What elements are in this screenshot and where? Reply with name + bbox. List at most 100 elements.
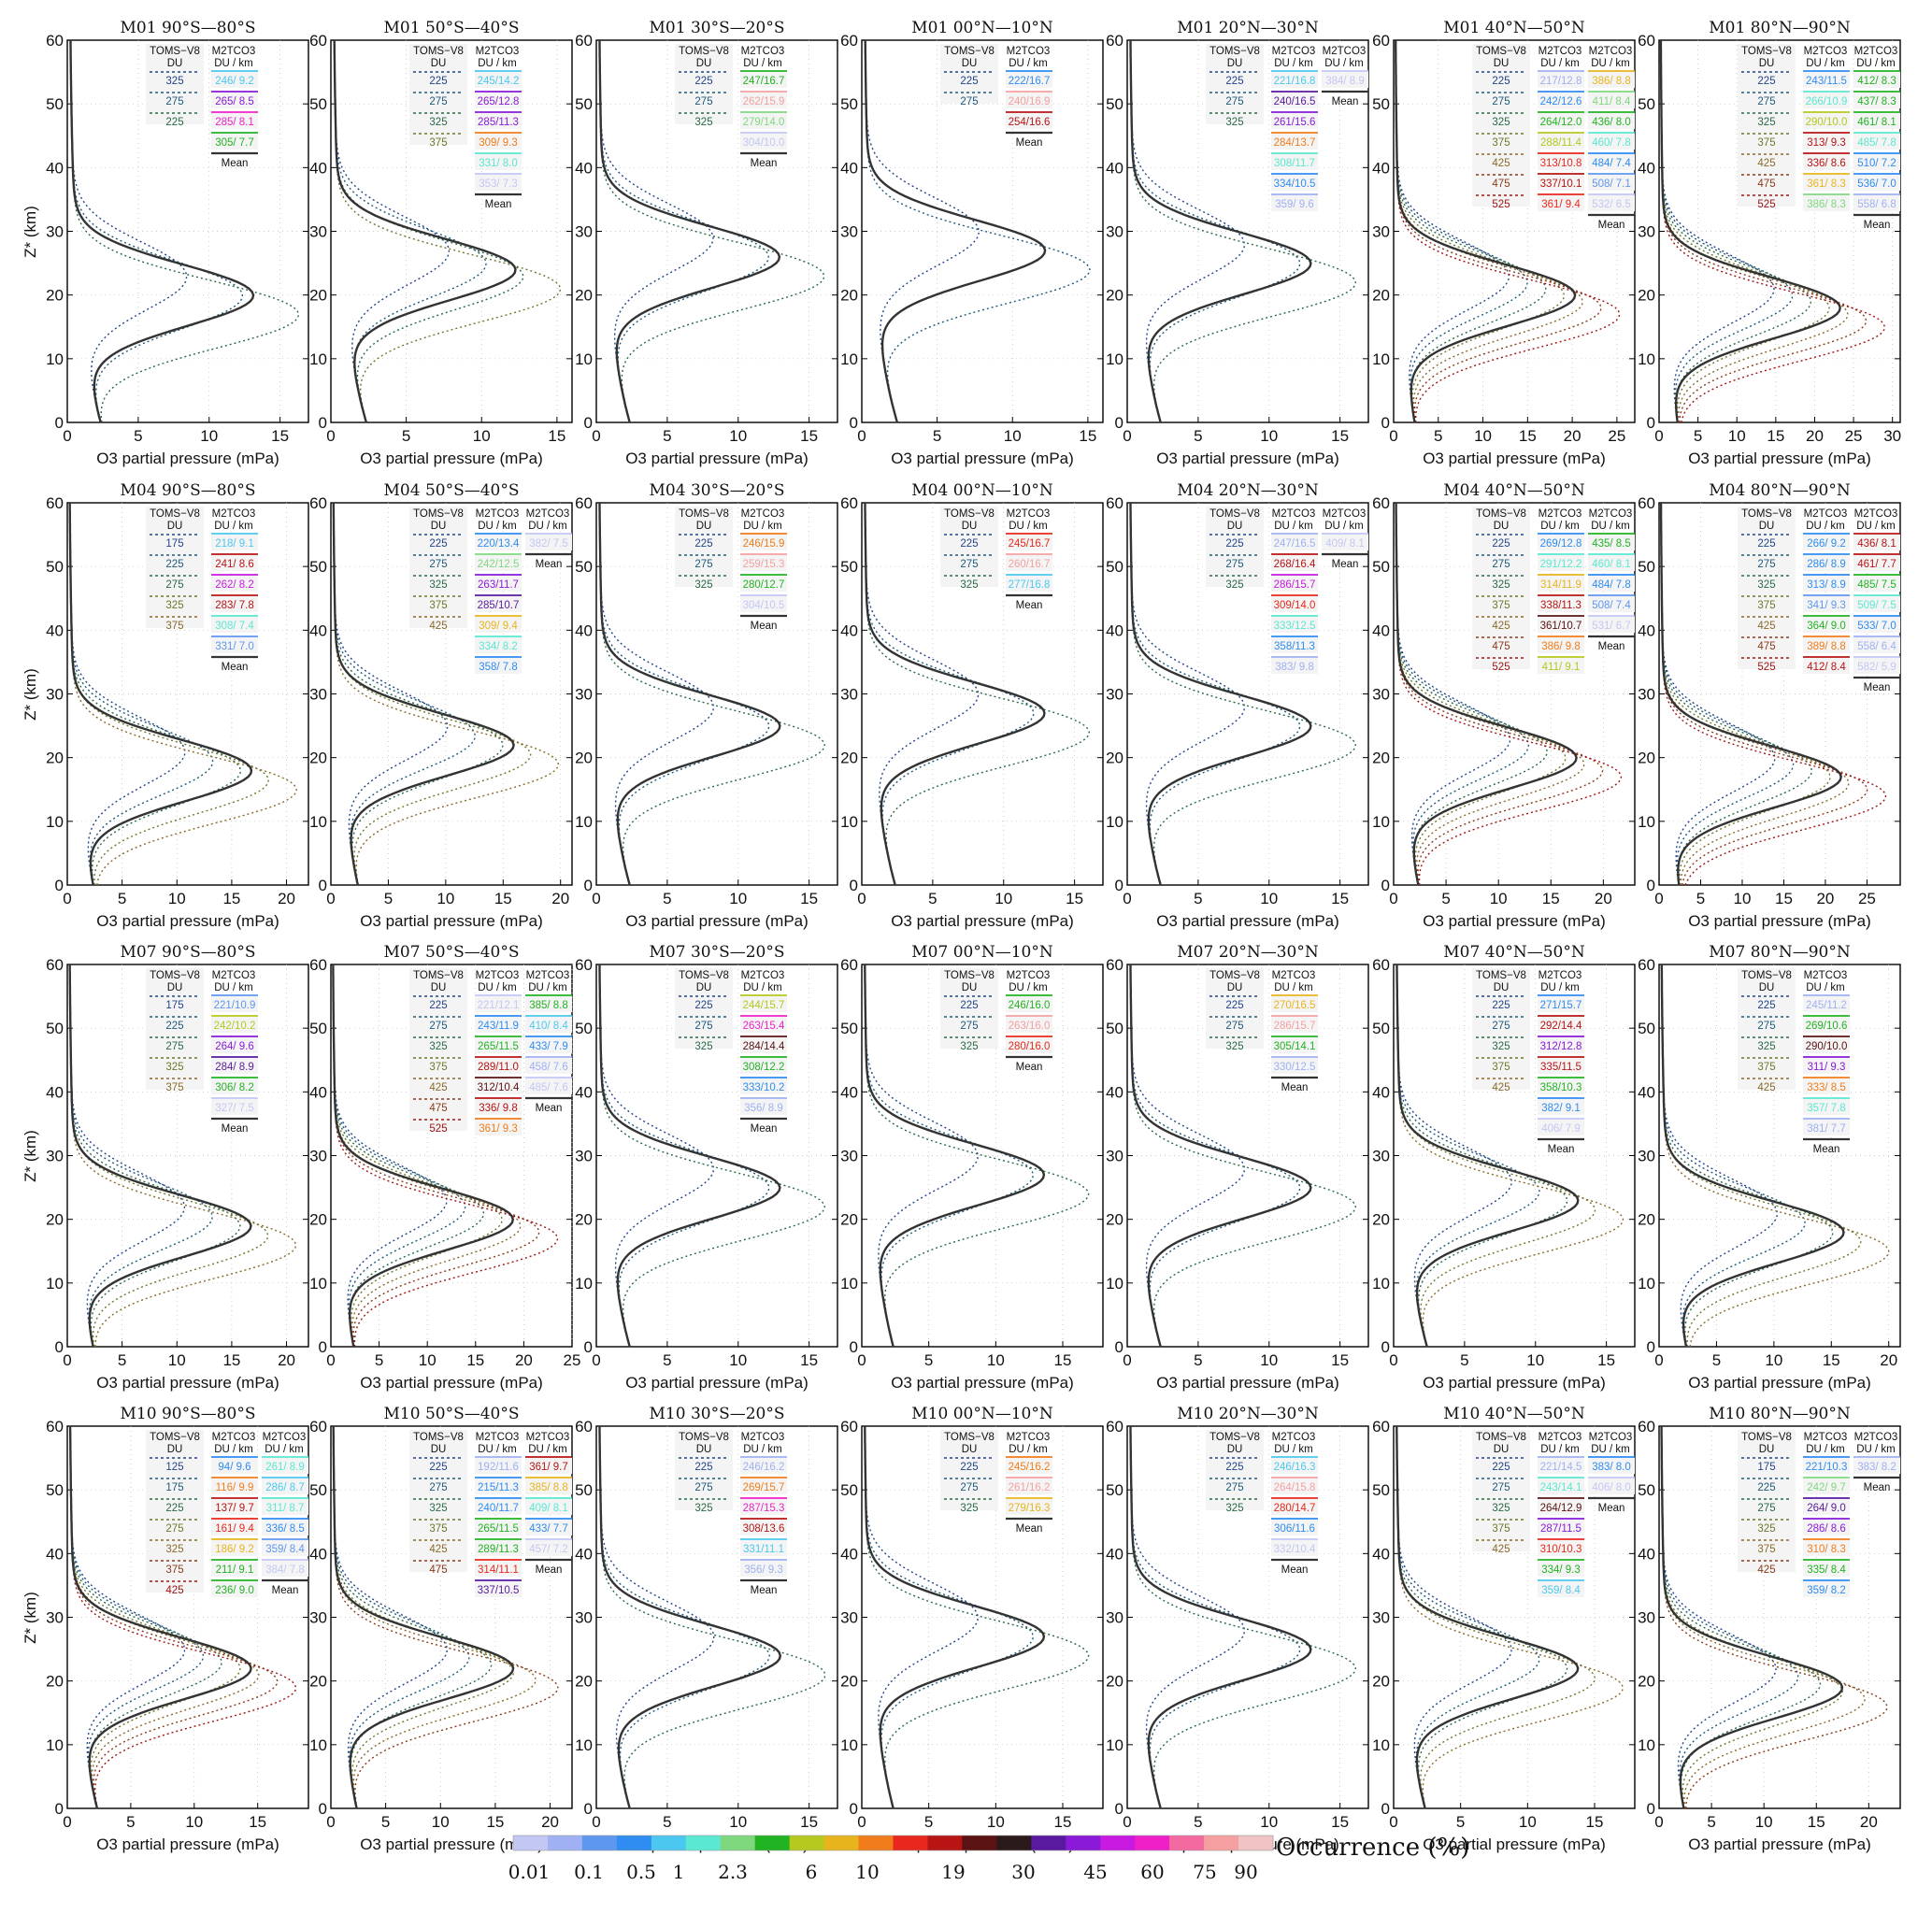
legend-m2-value: 277/16.8 bbox=[1009, 579, 1051, 591]
legend-m2-value: 308/11.7 bbox=[1274, 158, 1315, 169]
panel-title: M04 50°S—40°S bbox=[384, 481, 520, 500]
legend-toms-title: TOMS−V8 bbox=[1476, 970, 1526, 981]
panel-m04-6: 0 10 20 30 40 50 60 0 5 10 15 20 O3 partial pressure… bbox=[1372, 481, 1636, 930]
x-tick-label: 15 bbox=[1054, 1813, 1072, 1831]
legend-m2-bg bbox=[475, 576, 522, 592]
x-tick-label: 0 bbox=[857, 890, 866, 907]
x-tick-label: 10 bbox=[1755, 1813, 1773, 1831]
legend-m2-bg bbox=[1588, 617, 1635, 633]
legend-toms-value: 525 bbox=[1757, 662, 1775, 673]
y-tick-label: 40 bbox=[840, 1545, 858, 1563]
panel-m04-4: 0 10 20 30 40 50 60 0 5 10 15 O3 partial pressure (… bbox=[840, 481, 1104, 930]
legend-m2-bg bbox=[475, 1058, 522, 1074]
y-tick-label: 0 bbox=[1115, 414, 1123, 432]
legend-m2-value: 331/11.1 bbox=[743, 1544, 784, 1555]
x-tick-label: 5 bbox=[384, 890, 393, 907]
x-tick-label: 5 bbox=[663, 890, 671, 907]
y-tick-label: 0 bbox=[55, 414, 64, 432]
legend-m2-value: 261/16.2 bbox=[1009, 1482, 1051, 1493]
y-tick-label: 30 bbox=[1372, 686, 1390, 704]
legend-toms-unit: DU bbox=[1759, 982, 1775, 993]
legend-toms-value: 325 bbox=[165, 76, 183, 87]
legend-mean-label: Mean bbox=[1864, 682, 1891, 693]
x-tick-label: 5 bbox=[381, 1813, 390, 1831]
legend-toms-value: 275 bbox=[694, 559, 712, 570]
colorbar-segment bbox=[1169, 1835, 1205, 1850]
legend-m2-unit: DU / km bbox=[1274, 982, 1313, 993]
legend-m2-value: 284/13.7 bbox=[1274, 137, 1316, 149]
y-tick-label: 50 bbox=[1638, 1020, 1655, 1037]
legend-m2-value: 287/11.5 bbox=[1540, 1523, 1581, 1535]
legend-m2-value: 269/12.8 bbox=[1540, 538, 1582, 550]
toms-curve bbox=[333, 503, 449, 886]
legend-toms-value: 275 bbox=[429, 96, 447, 107]
legend-toms-value: 375 bbox=[429, 600, 447, 611]
colorbar-tick-label: 75 bbox=[1193, 1861, 1216, 1883]
panel-m07-1: 0 10 20 30 40 50 60 0 5 10 15 20 O3 partial pressure… bbox=[21, 943, 309, 1392]
legend-m2-value: 264/15.8 bbox=[1274, 1482, 1316, 1493]
legend-m2-bg bbox=[525, 1520, 572, 1535]
toms-curve bbox=[69, 40, 188, 423]
mean-curve bbox=[1395, 964, 1580, 1348]
x-axis-label: O3 partial pressure (mPa) bbox=[1156, 450, 1339, 467]
toms-curve bbox=[1661, 964, 1806, 1348]
x-axis-label: O3 partial pressure (mPa) bbox=[1423, 450, 1606, 467]
x-tick-label: 5 bbox=[1712, 1351, 1721, 1369]
legend-m2-bg bbox=[475, 596, 522, 612]
x-tick-label: 10 bbox=[1526, 1351, 1544, 1369]
legend-toms-value: 275 bbox=[429, 1482, 447, 1493]
mean-curve bbox=[332, 503, 515, 886]
y-tick-label: 30 bbox=[309, 1148, 327, 1165]
y-tick-label: 60 bbox=[840, 32, 858, 50]
panel-m04-1: 0 10 20 30 40 50 60 0 5 10 15 20 O3 partial pressure… bbox=[21, 481, 309, 930]
legend-m2-value: 284/14.4 bbox=[743, 1041, 785, 1052]
legend-m2-bg bbox=[740, 93, 787, 108]
legend-toms-value: 225 bbox=[165, 1503, 183, 1514]
legend-m2-value: 263/16.0 bbox=[1009, 1021, 1051, 1032]
toms-curve bbox=[333, 503, 560, 886]
x-tick-label: 15 bbox=[1054, 1351, 1072, 1369]
y-tick-label: 40 bbox=[309, 621, 327, 639]
y-tick-label: 60 bbox=[575, 1418, 593, 1436]
legend-m2-bg bbox=[1271, 113, 1318, 129]
y-tick-label: 20 bbox=[46, 287, 64, 305]
legend-toms-value: 375 bbox=[1492, 1523, 1510, 1535]
y-tick-label: 10 bbox=[1372, 350, 1390, 368]
x-tick-label: 0 bbox=[326, 1351, 335, 1369]
legend-toms-value: 225 bbox=[1225, 1462, 1243, 1473]
legend-toms-unit: DU bbox=[1759, 58, 1775, 69]
legend-bg bbox=[675, 1430, 733, 1510]
x-axis-label: O3 partial pressure (mPa) bbox=[96, 912, 279, 930]
y-tick-label: 60 bbox=[309, 956, 327, 974]
legend-m2-title: M2TCO3 bbox=[1323, 46, 1367, 57]
mean-curve bbox=[332, 1426, 515, 1809]
panel-title: M10 80°N—90°N bbox=[1709, 1405, 1851, 1423]
legend-m2-value: 383/ 8.2 bbox=[1857, 1462, 1896, 1473]
legend-m2-value: 334/ 8.2 bbox=[479, 641, 518, 652]
legend-m2-value: 433/ 7.9 bbox=[529, 1041, 568, 1052]
legend-m2-title: M2TCO3 bbox=[212, 1432, 256, 1443]
x-tick-label: 15 bbox=[1542, 890, 1560, 907]
legend-m2-value: 336/ 8.5 bbox=[265, 1523, 305, 1535]
y-tick-label: 50 bbox=[840, 1481, 858, 1499]
legend-toms-value: 275 bbox=[1492, 1482, 1510, 1493]
legend-m2-value: 245/16.2 bbox=[1009, 1462, 1051, 1473]
legend-m2-bg bbox=[1803, 996, 1850, 1012]
toms-curve bbox=[598, 503, 826, 886]
legend-m2-value: 361/ 9.4 bbox=[1541, 199, 1581, 210]
y-tick-label: 20 bbox=[46, 1673, 64, 1691]
legend-m2-bg bbox=[1588, 596, 1635, 612]
legend-m2-bg bbox=[475, 1540, 522, 1556]
y-tick-label: 60 bbox=[840, 956, 858, 974]
y-tick-label: 20 bbox=[309, 287, 327, 305]
legend-m2-bg bbox=[1271, 555, 1318, 571]
legend-m2-bg bbox=[1853, 617, 1900, 633]
legend-m2-bg bbox=[1588, 535, 1635, 550]
legend-m2-value: 245/14.2 bbox=[478, 76, 520, 87]
y-tick-label: 30 bbox=[1638, 1609, 1655, 1627]
legend-m2-bg bbox=[1588, 576, 1635, 592]
legend-m2-bg bbox=[1803, 1561, 1850, 1577]
mean-curve bbox=[1660, 964, 1845, 1348]
legend-mean-label: Mean bbox=[1016, 1523, 1043, 1535]
